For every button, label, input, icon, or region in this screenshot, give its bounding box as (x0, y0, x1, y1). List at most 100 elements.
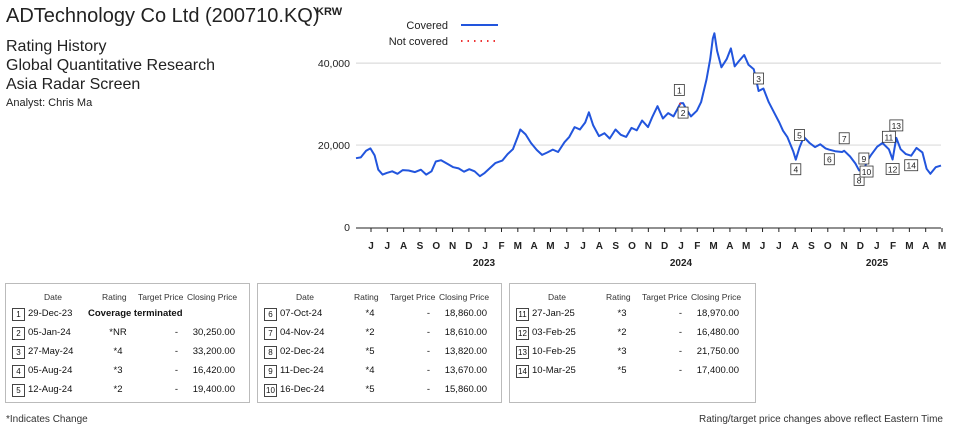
row-target: - (678, 346, 682, 357)
row-number: 14 (516, 365, 529, 378)
x-tick-label: D (661, 241, 668, 252)
row-note: Coverage terminated (88, 308, 183, 319)
row-closing: 19,400.00 (192, 384, 235, 395)
svg-text:14: 14 (906, 161, 916, 171)
row-rating: *3 (113, 365, 123, 376)
footnote-change: *Indicates Change (6, 414, 88, 425)
svg-text:6: 6 (827, 155, 832, 165)
rating-marker-1: 1 (673, 84, 685, 96)
x-tick-label: D (857, 241, 864, 252)
x-tick-label: J (564, 241, 570, 252)
row-number: 7 (264, 327, 277, 340)
year-label: 2023 (473, 258, 496, 269)
table-row: 1 29-Dec-23 Coverage terminated (6, 305, 249, 323)
row-number: 11 (516, 308, 529, 321)
x-tick-label: O (432, 241, 440, 252)
row-date: 27-May-24 (28, 346, 74, 357)
table-row: 7 04-Nov-24 *2 - 18,610.00 (258, 324, 501, 342)
row-date: 07-Oct-24 (280, 308, 323, 319)
x-tick-label: M (514, 241, 522, 252)
row-date: 10-Feb-25 (532, 346, 576, 357)
x-tick-label: J (678, 241, 684, 252)
row-date: 10-Mar-25 (532, 365, 576, 376)
rating-marker-7: 7 (838, 132, 850, 145)
footnote-time: Rating/target price changes above reflec… (698, 414, 943, 425)
row-rating: *2 (365, 327, 375, 338)
svg-text:11: 11 (884, 132, 893, 142)
row-date: 16-Dec-24 (280, 384, 325, 395)
x-tick-label: O (628, 241, 636, 252)
y-axis-label: KRW (316, 6, 343, 18)
row-target: - (426, 346, 430, 357)
row-rating: *4 (365, 365, 375, 376)
row-rating: *2 (617, 327, 627, 338)
x-tick-label: N (449, 241, 456, 252)
row-date: 05-Aug-24 (28, 365, 73, 376)
row-target: - (174, 384, 178, 395)
x-tick-label: F (694, 241, 700, 252)
row-date: 29-Dec-23 (28, 308, 73, 319)
table-row: 11 27-Jan-25 *3 - 18,970.00 (510, 305, 755, 323)
header-closing-price: Closing Price (691, 292, 742, 302)
rating-marker-6: 6 (823, 153, 835, 166)
x-tick-label: A (922, 241, 929, 252)
rating-marker-3: 3 (753, 72, 764, 85)
rating-table-2: Date Rating Target Price Closing Price 6 07-O… (257, 283, 502, 403)
x-tick-label: S (808, 241, 815, 252)
row-rating: *5 (365, 346, 375, 357)
svg-text:7: 7 (842, 134, 847, 144)
rating-marker-11: 11 (881, 130, 896, 143)
table-row: 4 05-Aug-24 *3 - 16,420.00 (6, 362, 249, 380)
series-line-covered (355, 32, 942, 178)
row-rating: *5 (617, 365, 627, 376)
row-rating: *4 (113, 346, 123, 357)
row-closing: 33,200.00 (192, 346, 235, 357)
x-tick-label: A (596, 241, 603, 252)
year-label: 2024 (670, 258, 693, 269)
row-closing: 13,670.00 (444, 365, 487, 376)
row-target: - (426, 308, 430, 319)
row-date: 03-Feb-25 (532, 327, 576, 338)
svg-text:2: 2 (681, 108, 686, 118)
svg-text:1: 1 (677, 85, 682, 95)
report-title: Rating History (6, 38, 107, 55)
x-tick-label: N (840, 241, 847, 252)
row-number: 12 (516, 327, 529, 340)
header-target-price: Target Price (138, 292, 184, 302)
x-tick-label: F (498, 241, 504, 252)
row-date: 02-Dec-24 (280, 346, 325, 357)
row-closing: 18,610.00 (444, 327, 487, 338)
header-rating: Rating (354, 292, 379, 302)
table-row: 14 10-Mar-25 *5 - 17,400.00 (510, 362, 755, 380)
company-title: ADTechnology Co Ltd (200710.KQ) (6, 5, 320, 27)
row-number: 13 (516, 346, 529, 359)
x-tick-label: J (874, 241, 880, 252)
x-tick-label: J (368, 241, 374, 252)
x-tick-label: J (760, 241, 766, 252)
rating-marker-14: 14 (904, 159, 919, 172)
x-tick-label: D (465, 241, 472, 252)
table-row: 6 07-Oct-24 *4 - 18,860.00 (258, 305, 501, 323)
x-tick-label: O (824, 241, 832, 252)
svg-text:8: 8 (857, 175, 862, 185)
row-rating: *3 (617, 308, 627, 319)
row-number: 6 (264, 308, 277, 321)
row-rating: *NR (109, 327, 127, 338)
x-tick-label: M (938, 241, 946, 252)
row-date: 04-Nov-24 (280, 327, 325, 338)
row-rating: *2 (113, 384, 123, 395)
row-closing: 15,860.00 (444, 384, 487, 395)
row-target: - (678, 308, 682, 319)
rating-marker-4: 4 (790, 163, 802, 176)
row-target: - (174, 365, 178, 376)
table-row: 10 16-Dec-24 *5 - 15,860.00 (258, 381, 501, 399)
row-closing: 30,250.00 (192, 327, 235, 338)
x-tick-label: N (645, 241, 652, 252)
x-tick-label: M (905, 241, 913, 252)
row-closing: 16,480.00 (696, 327, 739, 338)
row-number: 1 (12, 308, 25, 321)
x-tick-label: A (531, 241, 538, 252)
header-rating: Rating (102, 292, 127, 302)
svg-text:5: 5 (797, 131, 802, 141)
